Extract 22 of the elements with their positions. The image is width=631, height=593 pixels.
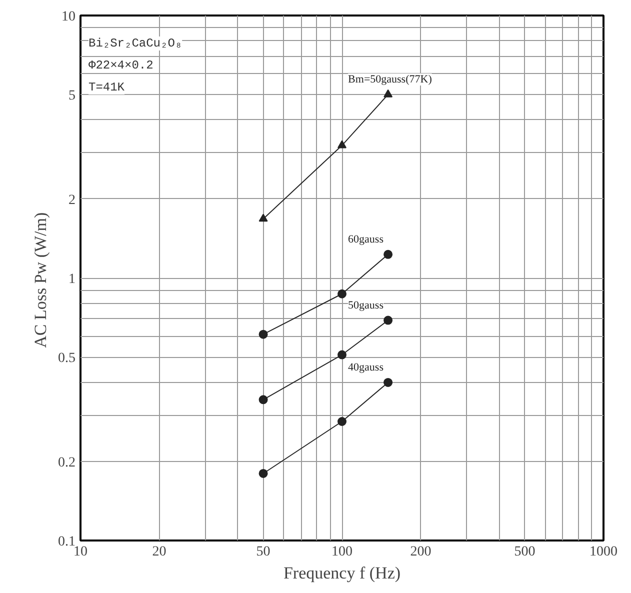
series-label: 40gauss bbox=[348, 361, 384, 374]
y-tick-label: 5 bbox=[68, 88, 76, 104]
x-tick-label: 200 bbox=[410, 544, 432, 560]
x-axis-title: Frequency f (Hz) bbox=[283, 564, 401, 582]
annotation: Bi₂Sr₂CaCu₂O₈ bbox=[88, 36, 182, 50]
series-label: 50gauss bbox=[348, 299, 384, 312]
y-tick-label: 2 bbox=[68, 192, 76, 208]
y-tick-label: 10 bbox=[62, 10, 76, 24]
annotation: Φ22×4×0.2 bbox=[88, 58, 154, 72]
x-tick-label: 500 bbox=[514, 544, 536, 560]
y-axis-title: AC Loss Pw (W/m) bbox=[31, 212, 50, 348]
y-tick-label: 0.2 bbox=[58, 455, 76, 470]
y-tick-label: 1 bbox=[68, 272, 76, 287]
x-tick-label: 20 bbox=[152, 544, 166, 560]
annotation: T=41K bbox=[88, 80, 126, 94]
series-label: Bm=50gauss(77K) bbox=[348, 74, 432, 86]
x-tick-label: 1000 bbox=[590, 544, 618, 560]
series-label: 60gauss bbox=[348, 233, 384, 246]
x-tick-label: 100 bbox=[332, 544, 352, 560]
y-tick-label: 0.5 bbox=[58, 351, 76, 366]
x-tick-label: 50 bbox=[256, 544, 270, 560]
y-tick-label: 0.1 bbox=[58, 534, 76, 550]
